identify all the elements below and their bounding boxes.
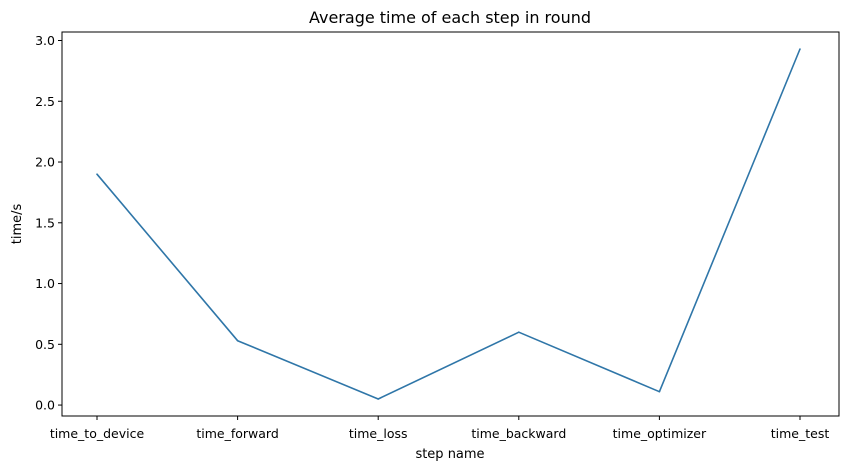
data-point (518, 331, 520, 333)
data-point (658, 390, 661, 393)
x-axis-label: step name (415, 447, 484, 462)
x-tick-label: time_optimizer (613, 426, 707, 441)
y-tick-label: 2.5 (35, 94, 55, 109)
x-tick-label: time_to_device (50, 426, 145, 441)
y-tick-label: 0.5 (35, 337, 55, 352)
series-line (96, 48, 801, 400)
y-axis-label: time/s (10, 204, 25, 245)
y-tick-label: 1.0 (35, 276, 55, 291)
x-tick-label: time_backward (471, 426, 566, 441)
axes: 0.0 0.5 1.0 1.5 2.0 2.5 3.0 time_to_device time_… (35, 33, 829, 441)
plot-frame (61, 31, 840, 417)
data-point (799, 48, 801, 50)
chart-title: Average time of each step in round (309, 8, 591, 27)
data-point (236, 339, 239, 342)
x-tick-label: time_test (771, 426, 830, 441)
series (96, 48, 801, 400)
y-tick-label: 1.5 (35, 215, 55, 230)
x-tick-label: time_forward (196, 426, 278, 441)
y-tick-label: 3.0 (35, 33, 55, 48)
data-point (96, 173, 98, 175)
x-tick-label: time_loss (349, 426, 408, 441)
y-tick-label: 2.0 (35, 155, 55, 170)
data-point (377, 398, 380, 400)
y-tick-label: 0.0 (35, 398, 55, 413)
